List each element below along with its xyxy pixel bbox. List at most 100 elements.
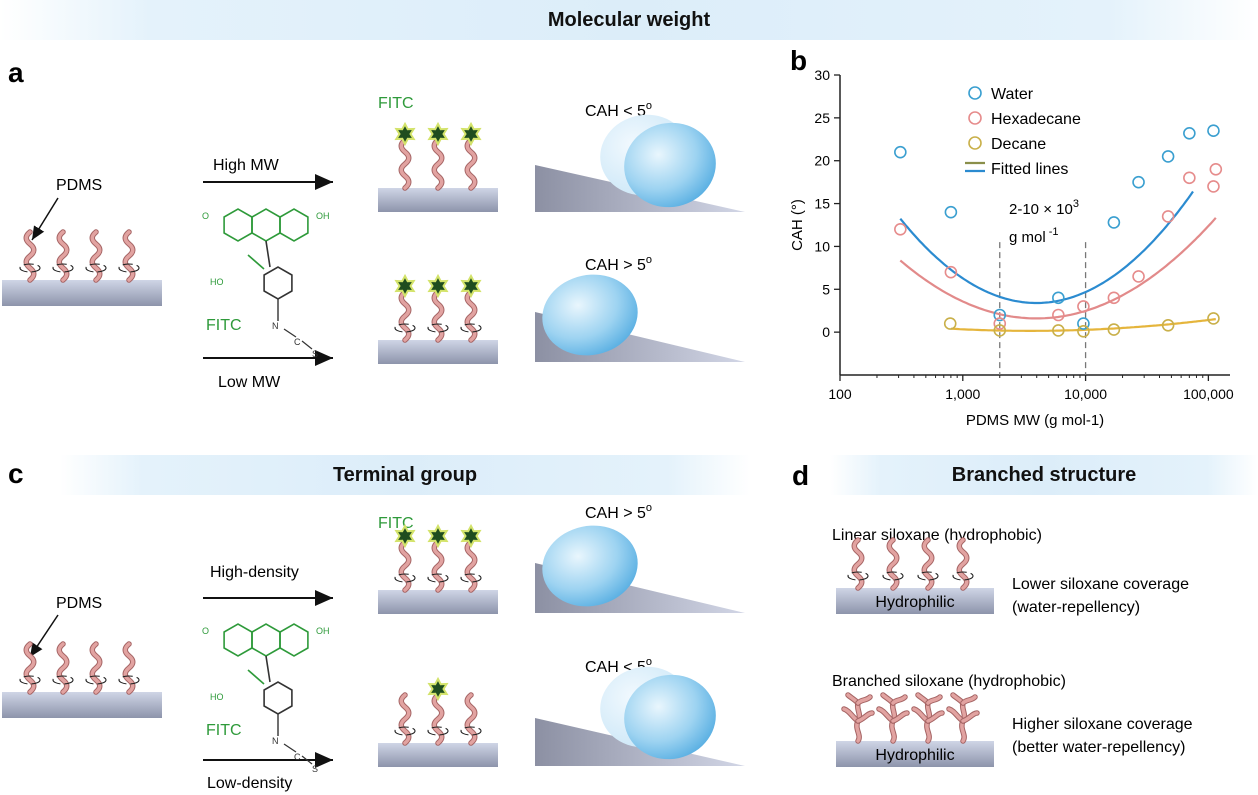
droplet-ramp-c-bottom [535,666,745,766]
rotation-arrow-icon [460,323,482,333]
hydrophilic-label-branched: Hydrophilic [875,747,954,764]
pdms-chains-a-low [394,273,482,343]
pdms-chain [427,676,449,746]
data-point [993,308,1007,322]
data-point [1052,308,1065,322]
cah-bottom-a: CAH > 5o [585,254,652,274]
rotation-arrow-icon [847,571,869,581]
panel-d-letter: d [792,460,809,491]
data-point [1161,318,1175,332]
rotation-arrow-icon [85,263,107,273]
panel-b-letter: b [790,45,807,76]
pdms-chain [427,121,449,191]
data-point [993,317,1007,330]
rotation-arrow-icon [118,263,140,273]
data-point [894,222,907,236]
fitc-star-icon [460,273,482,299]
y-tick-label: 10 [814,238,830,254]
cah-top-c: CAH > 5o [585,502,652,522]
hydrophilic-substrate-linear [836,588,994,614]
branched-structure-banner: Branched structure [830,455,1258,495]
data-point [1161,150,1175,163]
pdms-chain [118,641,140,695]
fitc-star-icon [427,121,449,147]
svg-text:O: O [202,626,209,636]
pdms-chain [394,273,416,343]
fitted-line [899,190,1194,305]
droplet-ramp-a-top [535,114,745,212]
rotation-arrow-icon [52,675,74,685]
rotation-arrow-icon [460,726,482,736]
rotation-arrow-icon [85,675,107,685]
data-point [943,317,957,330]
svg-text:S: S [312,764,318,774]
substrate-a-low [378,340,498,364]
pdms-pointer-a [31,197,59,241]
pdms-chains-a-high [394,121,482,191]
high-density-label: High-density [210,564,299,581]
branched-siloxane-title: Branched siloxane (hydrophobic) [832,673,1066,690]
data-point [944,265,958,279]
svg-text:N: N [272,736,279,746]
fitc-star-icon [460,523,482,549]
data-point [1107,216,1121,229]
rotation-arrow-icon [427,726,449,736]
data-point [1207,180,1220,193]
svg-text:OH: OH [316,211,330,221]
fitc-star-icon [394,121,416,147]
fitc-top-label-a: FITC [378,95,414,112]
linear-siloxane-title: Linear siloxane (hydrophobic) [832,527,1042,544]
rotation-arrow-icon [952,571,974,581]
x-tick-label: 100,000 [1183,386,1234,402]
data-point [1107,291,1121,305]
rotation-arrow-icon [19,675,41,685]
svg-text:O: O [202,211,209,221]
pdms-chain [460,121,482,191]
linear-desc-1: Lower siloxane coverage [1012,576,1189,593]
pdms-chain [394,121,416,191]
legend-marker [968,111,982,125]
linear-siloxane-chains [847,537,974,591]
rotation-arrow-icon [427,573,449,583]
hydrophilic-substrate-branched [836,741,994,767]
y-tick-label: 0 [822,324,830,340]
data-point [1209,162,1223,176]
branched-chain [841,692,875,744]
substrate-c-left [2,692,162,718]
substrate-c-high [378,590,498,614]
pdms-chain [427,523,449,593]
data-point [1207,124,1220,138]
pdms-chain [460,692,482,746]
data-point [1077,300,1090,313]
high-mw-label: High MW [213,157,280,174]
svg-text:HO: HO [210,692,224,702]
pdms-chain [19,641,41,695]
panel-d-title: Branched structure [951,463,1137,486]
svg-text:C: C [294,752,301,762]
y-axis-label: CAH (°) [789,199,806,251]
pdms-chain [917,537,939,591]
fitc-molecule-c: O OH HO N C S [202,623,330,774]
droplet-ramp-a-bottom [535,274,745,362]
legend-label: Decane [991,136,1046,153]
rotation-arrow-icon [19,263,41,273]
data-point [1183,171,1196,185]
data-point [1207,312,1220,325]
legend-marker [968,86,982,100]
hydrophilic-label-linear: Hydrophilic [875,594,954,611]
pdms-chain [118,229,140,283]
fitc-molecule-a: O OH HO N C S [202,208,330,359]
data-point [993,324,1007,337]
data-point [1107,323,1121,336]
low-mw-label: Low MW [218,374,281,391]
header-title: Molecular weight [547,8,711,31]
data-point [1161,210,1175,223]
fitc-star-icon [460,121,482,147]
y-tick-label: 25 [814,110,830,126]
legend-label: Fitted lines [991,161,1068,178]
fitc-star-icon [394,273,416,299]
fitted-line [899,217,1217,320]
rotation-arrow-icon [52,263,74,273]
data-point [1132,270,1145,283]
